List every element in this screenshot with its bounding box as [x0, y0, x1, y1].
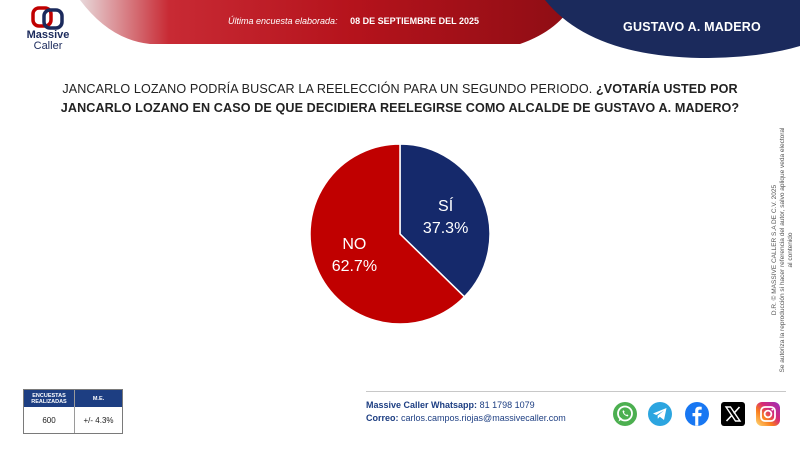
margin-error-header: M.E. — [74, 390, 122, 407]
disclaimer-line1: D.R. © MASSIVE CALLER S.A DE C.V. 2025 — [771, 184, 778, 316]
navy-banner-shape — [545, 0, 800, 58]
whatsapp-label: Massive Caller Whatsapp: — [366, 400, 478, 410]
whatsapp-icon[interactable] — [612, 401, 638, 427]
email-label: Correo: — [366, 413, 399, 423]
pie-chart: SÍ 37.3% NO 62.7% — [309, 143, 491, 325]
email-address[interactable]: carlos.campos.riojas@massivecaller.com — [401, 413, 566, 423]
top-banner — [0, 0, 800, 58]
facebook-icon[interactable] — [684, 401, 710, 427]
survey-date-label: Última encuesta elaborada: — [228, 16, 338, 26]
pie-slice-si — [399, 143, 491, 298]
logo-mark-icon — [31, 6, 64, 30]
x-icon[interactable] — [720, 401, 746, 427]
surveys-value: 600 — [42, 415, 56, 425]
logo-text-line1: Massive — [26, 29, 70, 41]
telegram-icon[interactable] — [647, 401, 673, 427]
survey-date-value: 08 DE SEPTIEMBRE DEL 2025 — [350, 16, 479, 26]
copyright-disclaimer: D.R. © MASSIVE CALLER S.A DE C.V. 2025 S… — [771, 125, 795, 375]
contact-info: Massive Caller Whatsapp: 81 1798 1079 Co… — [366, 399, 566, 425]
pie-category-label: NO — [342, 236, 366, 253]
banner-shapes — [80, 0, 800, 58]
pie-category-label: SÍ — [438, 196, 454, 215]
whatsapp-number[interactable]: 81 1798 1079 — [479, 400, 535, 410]
disclaimer-line2: Se autoriza la reproducción si hacer ref… — [779, 127, 794, 373]
contact-divider — [366, 391, 786, 392]
stats-value-row: 600 +/- 4.3% — [24, 407, 122, 433]
surveys-header: ENCUESTAS REALIZADAS — [24, 390, 74, 407]
pie-slice-no — [309, 143, 466, 325]
question-bold: ¿VOTARÍA USTED POR JANCARLO LOZANO EN CA… — [60, 82, 740, 115]
survey-question: JANCARLO LOZANO PODRÍA BUSCAR LA REELECC… — [40, 80, 760, 118]
stats-header-row: ENCUESTAS REALIZADAS M.E. — [24, 390, 122, 407]
logo-text-line2: Caller — [33, 40, 63, 52]
massive-caller-logo: Massive Caller — [18, 6, 78, 52]
instagram-icon[interactable] — [755, 401, 781, 427]
question-intro: JANCARLO LOZANO PODRÍA BUSCAR LA REELECC… — [62, 82, 593, 96]
survey-date: Última encuesta elaborada: 08 DE SEPTIEM… — [228, 16, 479, 26]
margin-error-value: +/- 4.3% — [74, 407, 122, 433]
pie-value-label: 62.7% — [332, 258, 377, 275]
stats-table: ENCUESTAS REALIZADAS M.E. 600 +/- 4.3% — [23, 389, 123, 434]
region-title: GUSTAVO A. MADERO — [623, 20, 761, 34]
pie-value-label: 37.3% — [423, 220, 468, 237]
red-banner-shape — [80, 0, 575, 44]
